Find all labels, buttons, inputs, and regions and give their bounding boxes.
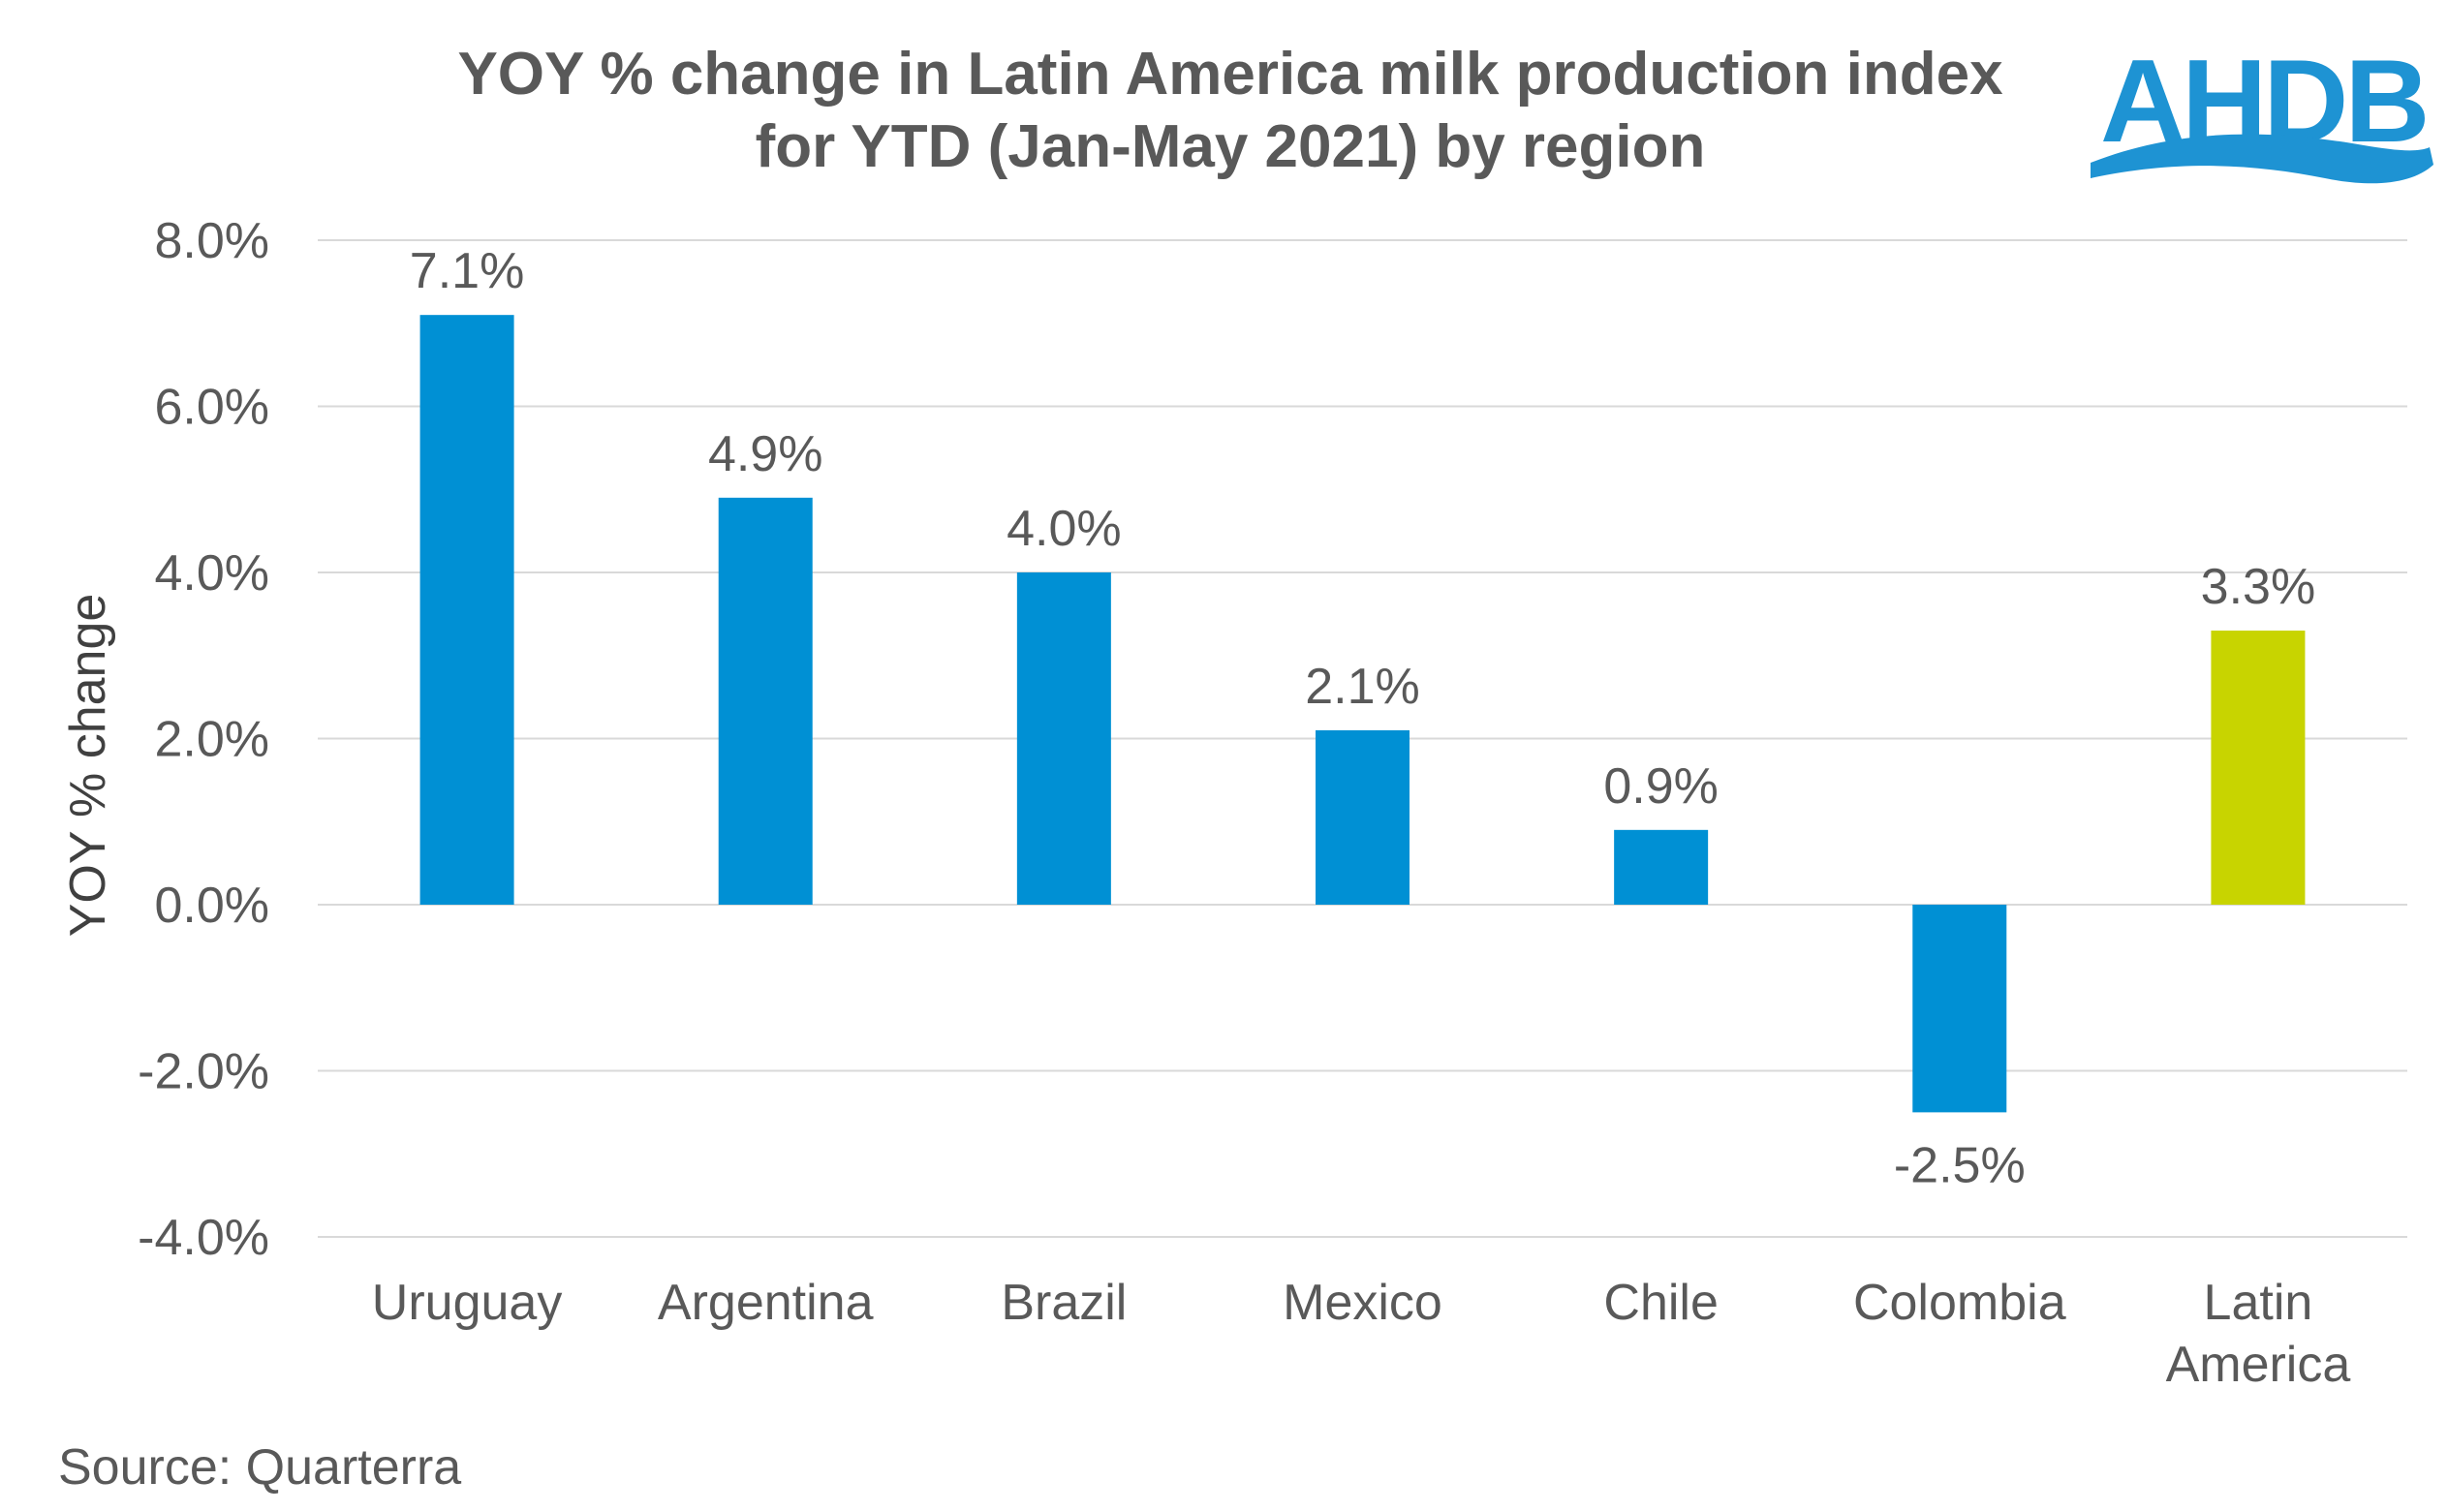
y-tick-label: 8.0%	[154, 213, 269, 269]
logo-wave	[2091, 134, 2433, 184]
y-tick-label: 2.0%	[154, 712, 269, 768]
source-note: Source: Quarterra	[58, 1439, 461, 1496]
ahdb-logo: AHDB	[2091, 35, 2433, 184]
data-labels: 7.1% 4.9% 4.0% 2.1% 0.9% -2.5% 3.3%	[410, 243, 2315, 1193]
bar	[1614, 829, 1709, 905]
x-category-label: Uruguay	[372, 1275, 563, 1331]
data-label: 0.9%	[1603, 758, 1719, 815]
data-label: 7.1%	[410, 243, 525, 299]
x-axis-categories: Uruguay Argentina Brazil Mexico Chile Colombi…	[372, 1275, 2351, 1393]
chart-title-line-2: for YTD (Jan-May 2021) by region	[756, 113, 1706, 180]
bar	[2211, 631, 2306, 905]
x-category-label: America	[2166, 1337, 2351, 1393]
data-label: -2.5%	[1894, 1137, 2026, 1193]
bar	[1316, 729, 1410, 905]
bars	[419, 315, 2306, 1113]
y-tick-label: 6.0%	[154, 380, 269, 436]
y-tick-label: 0.0%	[154, 878, 269, 934]
x-category-label: Colombia	[1853, 1275, 2066, 1331]
data-label: 4.0%	[1007, 501, 1122, 557]
data-label: 4.9%	[708, 426, 823, 482]
bar	[1912, 905, 2007, 1113]
y-axis-ticks: 8.0% 6.0% 4.0% 2.0% 0.0% -2.0% -4.0%	[138, 213, 269, 1266]
data-label: 2.1%	[1305, 659, 1420, 715]
data-label: 3.3%	[2201, 559, 2316, 615]
x-category-label: Brazil	[1001, 1275, 1127, 1331]
y-tick-label: 4.0%	[154, 545, 269, 602]
x-category-label: Argentina	[658, 1275, 874, 1331]
x-category-label: Latin	[2204, 1275, 2313, 1331]
x-category-label: Chile	[1603, 1275, 1719, 1331]
chart-title-line-1: YOY % change in Latin America milk produ…	[457, 41, 2003, 108]
bar	[718, 497, 813, 905]
y-tick-label: -4.0%	[138, 1210, 269, 1266]
x-category-label: Mexico	[1283, 1275, 1442, 1331]
bar	[1016, 572, 1111, 905]
y-tick-label: -2.0%	[138, 1044, 269, 1100]
bar	[419, 315, 514, 905]
y-axis-title: YOY % change	[60, 594, 116, 938]
